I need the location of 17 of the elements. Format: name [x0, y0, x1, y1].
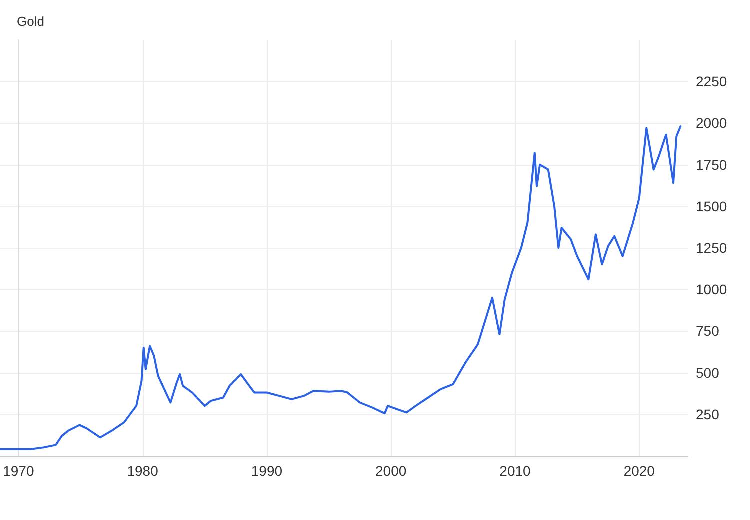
- y-tick-label: 1000: [696, 282, 728, 298]
- x-tick-label: 2020: [624, 463, 656, 479]
- x-tick-label: 2000: [376, 463, 407, 479]
- y-tick-label: 500: [696, 364, 720, 381]
- y-tick-label: 2000: [696, 115, 728, 132]
- y-tick-label: 1500: [696, 198, 728, 214]
- y-tick-label: 1250: [696, 240, 728, 256]
- x-tick-label: 1970: [3, 463, 34, 479]
- y-tick-label: 750: [696, 323, 720, 340]
- y-tick-label: 2250: [696, 74, 728, 90]
- y-tick-label: 1750: [696, 156, 728, 173]
- chart-title: Gold: [17, 14, 44, 29]
- line-series: [0, 126, 682, 450]
- y-tick-label: 250: [696, 406, 720, 422]
- x-tick-label: 2010: [500, 463, 532, 479]
- x-tick-label: 1990: [251, 463, 283, 479]
- x-tick-label: 1980: [127, 463, 159, 479]
